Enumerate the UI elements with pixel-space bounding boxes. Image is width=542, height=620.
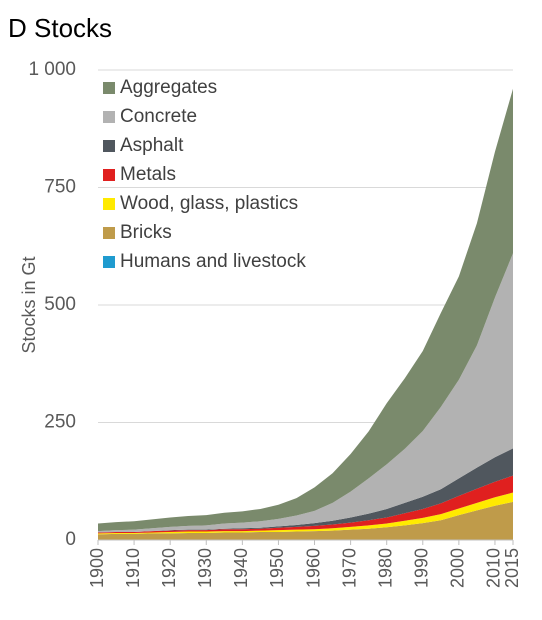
area: [98, 501, 513, 540]
legend-label: Wood, glass, plastics: [120, 193, 298, 214]
x-tick-label: 2000: [448, 548, 468, 588]
legend-swatch: [103, 140, 115, 152]
y-tick-label: 0: [65, 529, 76, 550]
area: [98, 448, 513, 533]
chart-title: D Stocks: [8, 13, 112, 43]
x-tick-label: 1910: [123, 548, 143, 588]
legend-swatch: [103, 82, 115, 94]
x-tick-label: 2015: [502, 548, 522, 588]
area: [98, 492, 513, 535]
area: [98, 253, 513, 533]
legend-label: Aggregates: [120, 77, 217, 98]
y-tick-label: 250: [44, 412, 76, 433]
x-tick-label: 2010: [484, 548, 504, 588]
x-tick-label: 1980: [375, 548, 395, 588]
legend-swatch: [103, 256, 115, 268]
legend-swatch: [103, 169, 115, 181]
legend-label: Asphalt: [120, 135, 184, 156]
x-tick-label: 1940: [231, 548, 251, 588]
x-tick-label: 1920: [159, 548, 179, 588]
area: [98, 88, 513, 532]
x-tick-label: 1900: [87, 548, 107, 588]
x-tick-label: 1950: [267, 548, 287, 588]
x-tick-label: 1970: [339, 548, 359, 588]
legend-swatch: [103, 227, 115, 239]
x-tick-label: 1960: [303, 548, 323, 588]
y-axis-label: Stocks in Gt: [19, 256, 39, 353]
legend-label: Humans and livestock: [120, 251, 306, 272]
x-tick-label: 1990: [412, 548, 432, 588]
area: [98, 475, 513, 534]
legend-label: Metals: [120, 164, 176, 185]
y-tick-label: 1 000: [28, 59, 76, 80]
x-tick-label: 1930: [195, 548, 215, 588]
y-tick-label: 500: [44, 294, 76, 315]
legend-label: Bricks: [120, 222, 172, 243]
legend-swatch: [103, 111, 115, 123]
legend-label: Concrete: [120, 106, 197, 127]
y-tick-label: 750: [44, 177, 76, 198]
legend-swatch: [103, 198, 115, 210]
